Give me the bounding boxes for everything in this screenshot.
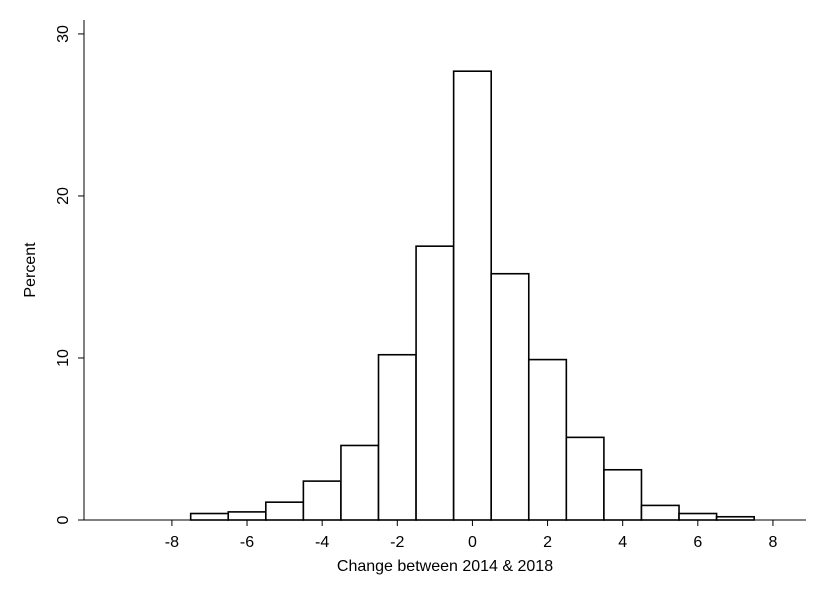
bar — [452, 70, 493, 521]
y-tick-label: 0 — [55, 515, 72, 524]
bar — [340, 444, 380, 521]
x-tick-label: -8 — [165, 534, 179, 551]
y-tick-label: 30 — [55, 25, 72, 43]
y-tick-label: 10 — [55, 349, 72, 367]
bar — [678, 512, 718, 521]
bar — [565, 436, 605, 521]
bar — [227, 511, 267, 521]
x-tick-label: 8 — [768, 534, 777, 551]
x-tick-label: 2 — [543, 534, 552, 551]
x-tick-label: 4 — [618, 534, 627, 551]
bar — [265, 501, 305, 521]
x-tick-label: -4 — [315, 534, 329, 551]
y-axis-label: Percent — [22, 242, 39, 298]
x-axis-label: Change between 2014 & 2018 — [337, 558, 553, 575]
x-tick-label: -6 — [240, 534, 254, 551]
bar — [189, 512, 230, 521]
x-tick-label: 6 — [693, 534, 702, 551]
bar — [415, 245, 455, 521]
bar — [377, 353, 417, 521]
y-tick-label: 20 — [55, 187, 72, 205]
bar — [302, 480, 342, 521]
bar — [640, 504, 680, 521]
bar — [603, 468, 643, 521]
bar — [527, 358, 568, 521]
x-tick-label: -2 — [390, 534, 404, 551]
bar — [490, 272, 530, 521]
x-tick-label: 0 — [468, 534, 477, 551]
